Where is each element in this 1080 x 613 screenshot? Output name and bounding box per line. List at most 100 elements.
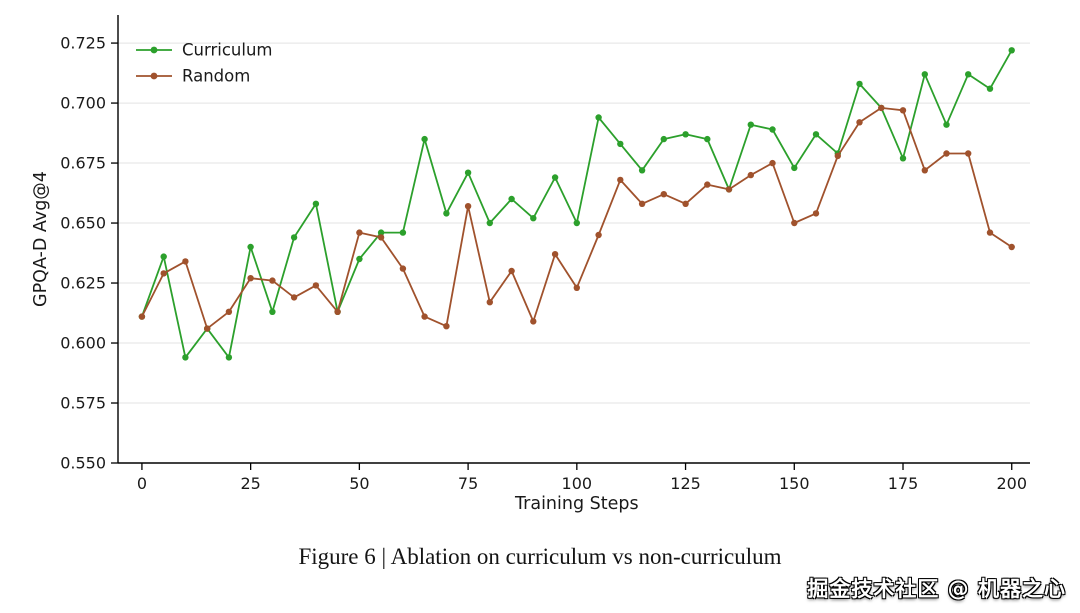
data-point [377, 234, 385, 241]
data-point [965, 71, 972, 78]
data-point [573, 284, 580, 291]
data-point [834, 152, 841, 160]
data-point [965, 150, 972, 157]
data-point [638, 167, 646, 174]
data-point [464, 169, 472, 176]
data-point [247, 275, 254, 282]
data-point [682, 131, 689, 138]
legend-dot-marker [150, 46, 158, 54]
data-point [769, 126, 776, 133]
y-tick-label: 0.675 [60, 154, 106, 173]
watermark-text: 掘金技术社区 @ 机器之心 [807, 577, 1066, 601]
data-point [812, 131, 820, 138]
data-point [1008, 243, 1015, 251]
data-point [399, 229, 407, 236]
data-point [204, 325, 211, 332]
data-point [791, 219, 798, 227]
data-point [551, 251, 559, 258]
data-point [138, 313, 146, 320]
y-axis-label: GPQA-D Avg@4 [31, 171, 51, 307]
data-point [725, 186, 733, 193]
y-tick-label: 0.550 [60, 454, 106, 473]
data-point [573, 219, 580, 227]
data-point [551, 174, 559, 181]
data-point [421, 313, 428, 320]
data-point [464, 203, 472, 210]
data-point [182, 354, 189, 361]
data-point [856, 119, 863, 126]
data-point [704, 181, 711, 188]
line-chart: 0.550 0.575 0.600 0.625 0.650 0.675 0.700 0.725… [31, 15, 1030, 514]
data-point [943, 121, 950, 128]
data-point [356, 255, 363, 263]
legend-item-random: Random [136, 67, 250, 86]
data-point [986, 229, 994, 236]
x-tick-label: 125 [670, 474, 701, 493]
data-point [508, 195, 515, 203]
data-point [290, 294, 298, 301]
data-point [682, 200, 689, 207]
data-point [1008, 47, 1015, 54]
data-point [791, 164, 798, 172]
data-point [986, 85, 994, 92]
data-point [769, 159, 776, 167]
data-point [290, 234, 298, 241]
legend-dot-marker [150, 72, 158, 80]
x-tick-label: 100 [562, 474, 593, 493]
data-point [747, 171, 754, 179]
legend-item-curriculum: Curriculum [136, 41, 272, 60]
data-point [377, 229, 385, 236]
data-point [443, 323, 450, 330]
data-point [269, 308, 276, 315]
data-point [595, 114, 602, 121]
legend-label: Random [182, 67, 250, 86]
data-point [747, 121, 754, 128]
data-point [812, 210, 820, 217]
data-point [443, 210, 450, 217]
y-tick-label: 0.625 [60, 274, 106, 293]
data-point [486, 219, 493, 227]
x-tick-label: 75 [458, 474, 478, 493]
data-point [617, 176, 624, 184]
y-tick-label: 0.575 [60, 394, 106, 413]
y-tick-label: 0.650 [60, 214, 106, 233]
data-point [921, 167, 928, 174]
legend-label: Curriculum [182, 41, 272, 60]
data-point [638, 200, 646, 207]
data-point [247, 243, 254, 251]
x-tick-label: 150 [779, 474, 810, 493]
data-point [530, 318, 537, 325]
data-point [269, 277, 276, 284]
data-point [899, 107, 907, 114]
data-point [182, 258, 189, 265]
figure-caption: Figure 6 | Ablation on curriculum vs non… [298, 544, 782, 569]
data-point [660, 191, 667, 198]
data-point [421, 135, 428, 143]
x-tick-label: 50 [349, 474, 369, 493]
data-point [225, 354, 233, 361]
data-point [356, 229, 363, 236]
x-tick-label: 0 [137, 474, 147, 493]
x-axis-label: Training Steps [514, 494, 639, 514]
data-point [312, 282, 320, 289]
data-point [312, 200, 320, 207]
y-tick-label: 0.725 [60, 34, 106, 53]
data-point [160, 270, 167, 277]
data-point [921, 71, 928, 78]
x-tick-label: 200 [996, 474, 1027, 493]
data-point [878, 104, 885, 112]
series-line-random [141, 107, 1013, 330]
data-point [595, 231, 602, 239]
y-tick-label: 0.700 [60, 94, 106, 113]
data-point [508, 267, 515, 275]
data-point [399, 265, 407, 272]
data-point [160, 253, 167, 260]
x-tick-label: 175 [888, 474, 919, 493]
data-point [943, 150, 950, 157]
data-point [530, 215, 537, 222]
data-point [899, 155, 907, 162]
data-point [856, 80, 863, 88]
data-point [617, 140, 624, 148]
data-point [334, 308, 341, 315]
